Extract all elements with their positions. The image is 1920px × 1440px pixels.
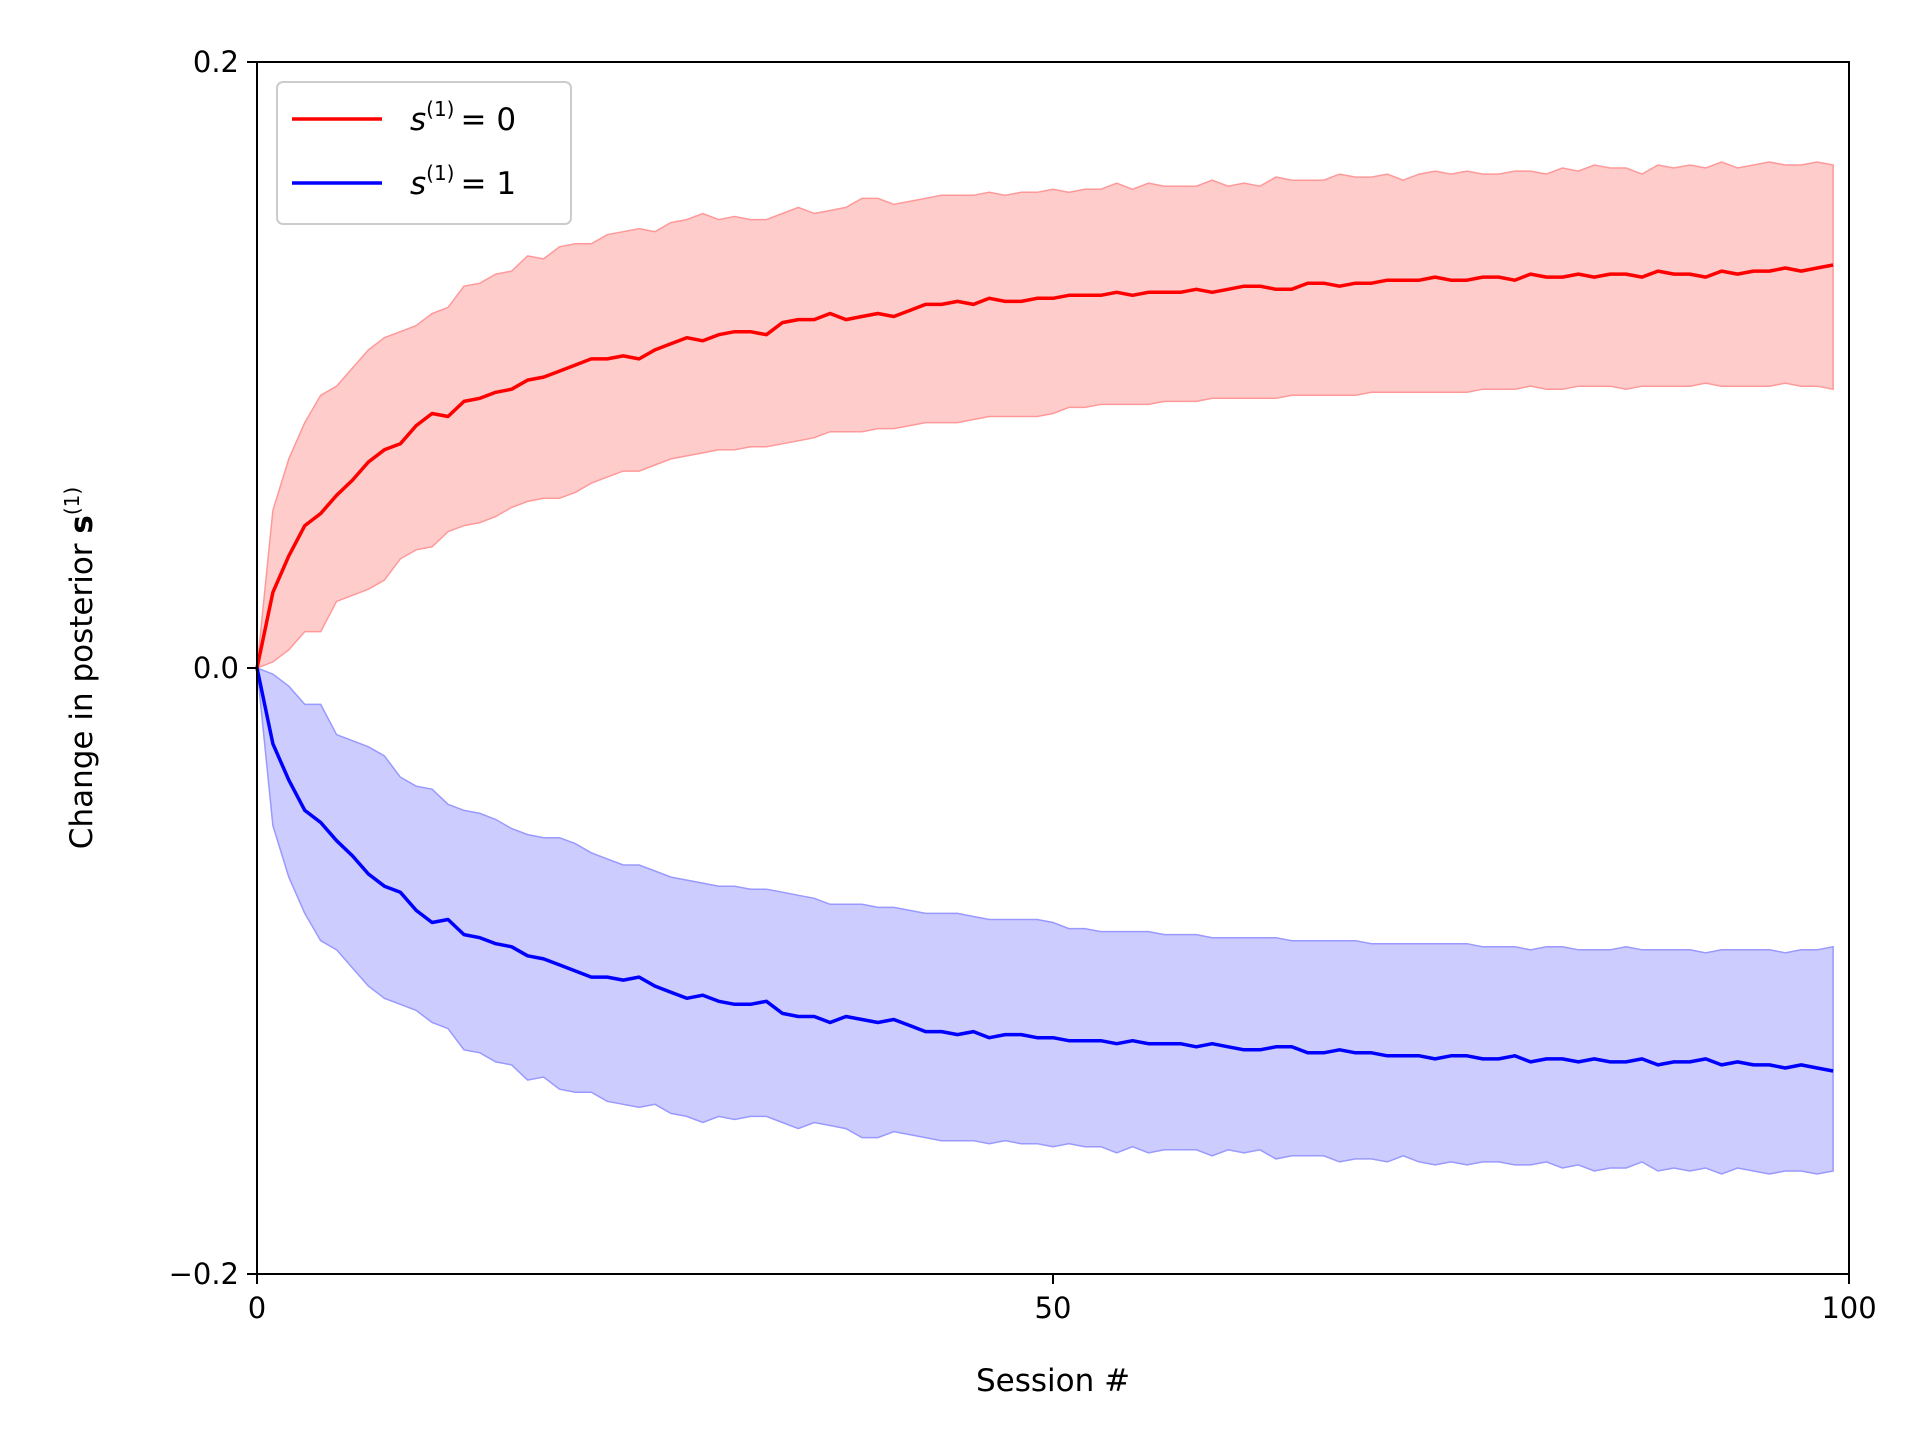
y-tick-label: 0.0 — [193, 651, 239, 685]
series-line-s0 — [255, 263, 1834, 669]
series-lines — [255, 263, 1834, 1073]
series-line-s1 — [255, 667, 1834, 1073]
legend: s(1) = 0 s(1) = 1 — [276, 81, 572, 225]
confidence-band-s1 — [256, 666, 1834, 1175]
legend-label-s1: s(1) = 1 — [410, 161, 516, 202]
x-tick-label: 50 — [1035, 1291, 1072, 1325]
y-axis-ticks: −0.2 0.0 0.2 — [169, 45, 257, 1291]
confidence-bands — [256, 161, 1834, 1175]
y-tick-label: −0.2 — [169, 1257, 239, 1291]
x-axis-ticks: 0 50 100 — [248, 1274, 1877, 1325]
x-axis-label: Session # — [976, 1363, 1130, 1399]
y-axis-label-symbol: s — [64, 515, 100, 533]
x-tick-label: 100 — [1821, 1291, 1876, 1325]
legend-label-s0: s(1) = 0 — [410, 97, 516, 138]
y-axis-label-text: Change in posterior — [64, 543, 100, 849]
y-axis-label: Change in posterior s(1) — [60, 487, 100, 849]
y-tick-label: 0.2 — [193, 45, 239, 79]
confidence-band-s0 — [256, 161, 1834, 670]
x-tick-label: 0 — [248, 1291, 266, 1325]
y-axis-label-superscript: (1) — [60, 487, 84, 515]
